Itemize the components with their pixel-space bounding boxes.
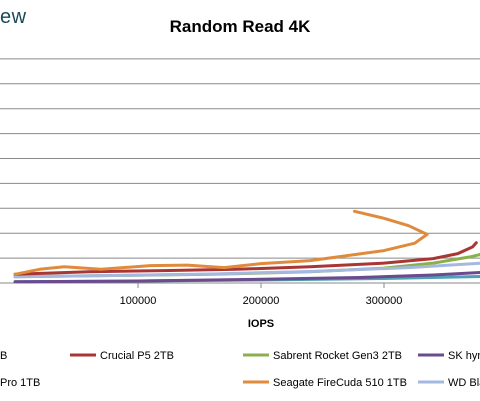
legend-label: WD Black 1TB [448,377,480,389]
logo-fragment: ew [0,6,27,28]
legend-label: Sabrent Rocket Gen3 2TB [273,350,402,362]
legend-label: Seagate FireCuda 510 1TB [273,377,407,389]
legend-partial-label: B [0,350,7,362]
legend: B Crucial P5 2TB Sabrent Rocket Gen3 2TB SK… [0,350,480,389]
legend-label: SK hyn [448,350,480,362]
chart-title: Random Read 4K [170,17,311,36]
x-axis-title: IOPS [248,318,274,330]
series-line [13,270,480,284]
legend-label: Crucial P5 2TB [100,350,174,362]
x-tick-label: 200000 [243,295,280,307]
legend-label: Pro 1TB [0,377,40,389]
gridlines [0,58,480,259]
x-tick-label: 100000 [120,295,157,307]
series-line [13,209,429,276]
series-line [13,241,478,276]
series-lines [13,209,480,284]
x-tick-label: 300000 [366,295,403,307]
x-tick-labels: 100000200000300000400000 [120,295,403,307]
series-line [13,261,480,279]
axes [0,282,480,288]
